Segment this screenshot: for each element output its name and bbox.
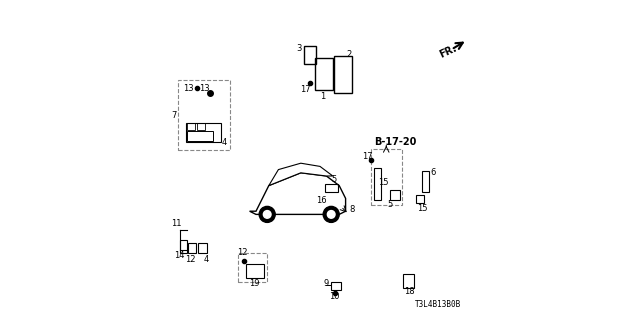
Bar <box>180 240 187 253</box>
Bar <box>198 243 207 253</box>
Bar <box>390 190 400 200</box>
Bar <box>315 58 333 90</box>
Circle shape <box>323 206 339 222</box>
Bar <box>187 123 195 130</box>
Bar <box>304 46 316 64</box>
Bar <box>197 123 205 130</box>
Bar <box>239 253 268 282</box>
Text: FR.: FR. <box>438 43 458 60</box>
Text: 4: 4 <box>221 138 227 147</box>
Bar <box>422 171 429 192</box>
Text: 9: 9 <box>323 279 328 288</box>
Polygon shape <box>250 173 346 214</box>
Bar <box>188 243 196 253</box>
Bar <box>416 195 424 203</box>
Text: 3: 3 <box>296 44 302 52</box>
Text: 8: 8 <box>349 205 355 214</box>
Text: 15: 15 <box>378 178 388 187</box>
Text: 18: 18 <box>404 287 414 296</box>
Bar <box>374 168 381 200</box>
Text: 11: 11 <box>171 220 181 228</box>
Text: 10: 10 <box>329 292 340 301</box>
Text: T3L4B13B0B: T3L4B13B0B <box>415 300 461 309</box>
Bar <box>178 80 230 150</box>
Text: 5: 5 <box>332 175 337 184</box>
Text: B-17-20: B-17-20 <box>374 137 417 148</box>
Text: 13: 13 <box>200 84 210 92</box>
Bar <box>334 56 352 93</box>
Text: 1: 1 <box>321 92 326 100</box>
Text: 17: 17 <box>362 152 372 161</box>
Bar <box>325 184 338 192</box>
Circle shape <box>328 211 335 218</box>
Text: 7: 7 <box>172 111 177 120</box>
Text: 14: 14 <box>175 252 185 260</box>
Circle shape <box>259 206 275 222</box>
Bar <box>186 123 221 142</box>
Text: 13: 13 <box>184 84 194 92</box>
Text: 16: 16 <box>316 196 327 204</box>
Bar <box>332 282 341 290</box>
Bar <box>403 274 415 288</box>
Text: 5: 5 <box>387 200 392 209</box>
Bar <box>246 264 264 278</box>
Text: 4: 4 <box>204 255 209 264</box>
Text: 2: 2 <box>346 50 351 59</box>
Text: 6: 6 <box>430 168 435 177</box>
Polygon shape <box>269 163 333 186</box>
Text: 17: 17 <box>300 85 311 94</box>
Circle shape <box>264 211 271 218</box>
Text: 19: 19 <box>249 279 260 288</box>
Text: 12: 12 <box>185 255 196 264</box>
Text: 12: 12 <box>237 248 248 257</box>
Bar <box>371 149 402 205</box>
Text: 15: 15 <box>417 204 428 213</box>
Bar <box>187 131 212 141</box>
